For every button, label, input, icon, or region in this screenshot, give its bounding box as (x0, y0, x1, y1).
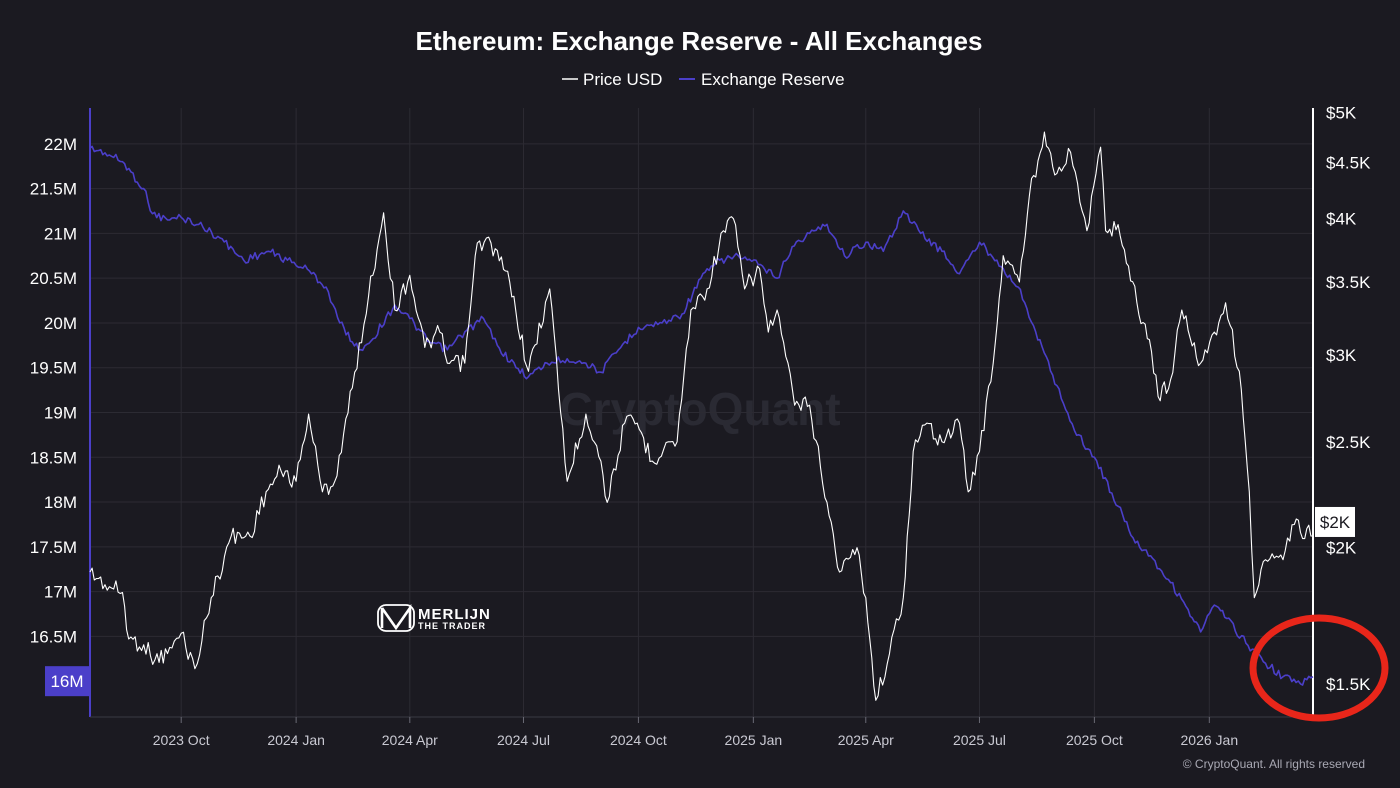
left-tick-label: 19M (44, 404, 77, 423)
copyright: © CryptoQuant. All rights reserved (1183, 757, 1365, 771)
left-tick-label: 17.5M (30, 538, 77, 557)
x-tick-label: 2024 Apr (382, 732, 438, 748)
right-current-badge-label: $2K (1320, 513, 1351, 532)
left-tick-label: 16.5M (30, 627, 77, 646)
x-tick-label: 2024 Jul (497, 732, 550, 748)
x-tick-label: 2024 Oct (610, 732, 667, 748)
x-tick-label: 2023 Oct (153, 732, 210, 748)
chart-title: Ethereum: Exchange Reserve - All Exchang… (416, 26, 983, 56)
right-tick-label: $3K (1326, 346, 1357, 365)
series-line-exchange-reserve (89, 145, 1314, 686)
legend: Price USD Exchange Reserve (562, 70, 845, 89)
right-tick-label: $4.5K (1326, 154, 1371, 173)
right-axis-ticks: $5K $4.5K $4K $3.5K $3K $2.5K $2K $1.5K (1326, 104, 1371, 695)
right-current-badge (1315, 506, 1355, 537)
right-tick-label: $2.5K (1326, 433, 1371, 452)
left-tick-label: 20M (44, 314, 77, 333)
logo-text-sub: THE TRADER (418, 621, 486, 631)
legend-label-reserve: Exchange Reserve (701, 70, 845, 89)
left-tick-label: 18.5M (30, 448, 77, 467)
x-tick-label: 2025 Oct (1066, 732, 1123, 748)
merlijn-logo-icon (377, 603, 415, 632)
gridlines (90, 108, 1313, 717)
legend-label-price: Price USD (583, 70, 662, 89)
left-tick-label: 17M (44, 583, 77, 602)
x-tick-label: 2025 Jan (725, 732, 783, 748)
left-tick-label: 19.5M (30, 359, 77, 378)
left-tick-label: 21.5M (30, 180, 77, 199)
highlight-circle (1249, 614, 1389, 722)
x-tick-label: 2025 Apr (838, 732, 894, 748)
right-tick-label: $5K (1326, 104, 1357, 123)
left-axis-ticks: 22M 21.5M 21M 20.5M 20M 19.5M 19M 18.5M 18M 17.5M… (30, 135, 77, 647)
left-current-badge-label: 16M (50, 672, 83, 691)
left-tick-label: 21M (44, 224, 77, 243)
current-value-badges: 16M $2K (45, 506, 1355, 697)
watermark: CryptoQuant (559, 383, 840, 435)
series-lines (89, 131, 1314, 701)
right-tick-label: $1.5K (1326, 675, 1371, 694)
x-tick-label: 2024 Jan (267, 732, 325, 748)
left-current-badge (45, 666, 90, 697)
right-tick-label: $3.5K (1326, 273, 1371, 292)
left-tick-label: 22M (44, 135, 77, 154)
x-tick-label: 2026 Jan (1181, 732, 1239, 748)
x-axis-ticks: 2023 Oct 2024 Jan 2024 Apr 2024 Jul 2024 Oct… (153, 717, 1238, 748)
right-tick-label: $2K (1326, 539, 1357, 558)
left-tick-label: 18M (44, 493, 77, 512)
x-tick-label: 2025 Jul (953, 732, 1006, 748)
logo-text-main: MERLIJN (418, 606, 491, 623)
series-line-price-usd (89, 131, 1313, 701)
left-tick-label: 20.5M (30, 269, 77, 288)
merlijn-logo: MERLIJN THE TRADER (377, 603, 491, 632)
right-tick-label: $4K (1326, 210, 1357, 229)
